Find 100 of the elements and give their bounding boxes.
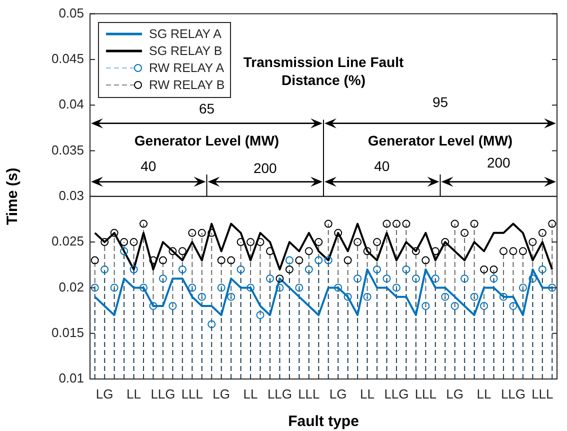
point xyxy=(470,220,478,228)
point xyxy=(217,256,226,264)
x-tick-label: LG xyxy=(212,386,230,402)
point xyxy=(130,238,138,246)
y-tick-label: 0.02 xyxy=(58,279,84,294)
point xyxy=(528,274,537,283)
point xyxy=(295,256,304,264)
point xyxy=(422,302,430,310)
annotation: 95 xyxy=(432,94,448,110)
point xyxy=(509,302,518,310)
point xyxy=(499,292,508,301)
y-tick-label: 0.03 xyxy=(58,188,84,203)
y-tick-label: 0.045 xyxy=(51,51,84,66)
point xyxy=(392,220,400,228)
point xyxy=(324,220,332,228)
point xyxy=(285,256,294,264)
point xyxy=(538,265,546,274)
annotation: 65 xyxy=(198,100,215,116)
point xyxy=(431,247,440,256)
point xyxy=(178,265,186,274)
x-tick-label: LL xyxy=(360,386,375,402)
x-tick-label: LG xyxy=(329,386,347,402)
y-axis-title: Time (s) xyxy=(4,168,22,226)
point xyxy=(158,256,167,264)
legend-label: RW RELAY B xyxy=(149,78,225,92)
point xyxy=(295,284,304,292)
annotation: Generator Level (MW) xyxy=(368,132,513,148)
point xyxy=(168,247,177,256)
point xyxy=(178,247,186,256)
point xyxy=(382,220,391,228)
point xyxy=(246,238,255,246)
point xyxy=(518,247,527,256)
point xyxy=(188,284,196,292)
y-tick-label: 0.05 xyxy=(58,5,84,20)
point xyxy=(528,238,537,246)
point xyxy=(266,274,274,283)
point xyxy=(354,274,362,283)
point xyxy=(548,284,556,292)
point xyxy=(460,274,469,283)
point xyxy=(490,274,498,283)
point xyxy=(304,265,313,274)
annotation: Transmission Line Fault Distance (%) xyxy=(243,54,404,88)
point xyxy=(188,228,196,237)
point xyxy=(110,284,118,292)
point xyxy=(246,284,255,292)
point xyxy=(412,274,420,283)
point xyxy=(304,247,313,256)
x-tick-label: LLL xyxy=(181,386,204,402)
y-tick-label: 0.01 xyxy=(58,370,84,386)
point xyxy=(402,265,410,274)
legend-label: SG RELAY A xyxy=(149,27,222,42)
x-tick-label: LLG xyxy=(150,386,176,402)
legend-label: RW RELAY A xyxy=(149,61,224,76)
point xyxy=(236,265,245,274)
point xyxy=(158,274,167,283)
point xyxy=(314,238,323,246)
point xyxy=(334,284,342,292)
annotation: 200 xyxy=(486,154,511,170)
point xyxy=(140,284,148,292)
y-tick-label: 0.035 xyxy=(51,142,84,158)
point xyxy=(509,247,518,256)
point xyxy=(480,302,488,310)
x-tick-label: LLG xyxy=(500,386,526,402)
point xyxy=(422,256,430,264)
point xyxy=(266,247,274,256)
point xyxy=(198,292,206,301)
point xyxy=(110,228,118,237)
point xyxy=(548,220,556,228)
annotation: 40 xyxy=(374,158,390,174)
point xyxy=(217,284,226,292)
x-tick-label: LLL xyxy=(414,386,437,402)
point xyxy=(373,238,382,246)
point xyxy=(256,311,264,320)
point xyxy=(490,265,498,274)
point xyxy=(100,238,109,246)
point xyxy=(90,284,99,292)
point xyxy=(344,256,352,264)
annotation: 200 xyxy=(253,160,278,176)
y-tick-label: 0.015 xyxy=(51,324,84,340)
y-tick-label: 0.025 xyxy=(51,234,84,249)
point xyxy=(392,284,400,292)
point xyxy=(402,220,410,228)
point xyxy=(324,256,332,264)
point xyxy=(450,220,459,228)
x-tick-label: LG xyxy=(446,386,464,402)
x-tick-label: LG xyxy=(96,386,114,402)
point xyxy=(227,292,236,301)
point xyxy=(149,302,158,310)
x-tick-label: LLG xyxy=(384,386,409,402)
x-axis-title: Fault type xyxy=(288,413,359,430)
point xyxy=(499,247,508,256)
point xyxy=(120,247,128,256)
point xyxy=(460,228,469,237)
point xyxy=(354,238,362,246)
point xyxy=(140,220,148,228)
point xyxy=(382,274,391,283)
point xyxy=(412,247,420,256)
annotation: Generator Level (MW) xyxy=(134,132,280,148)
point xyxy=(276,284,284,292)
point xyxy=(431,274,440,283)
